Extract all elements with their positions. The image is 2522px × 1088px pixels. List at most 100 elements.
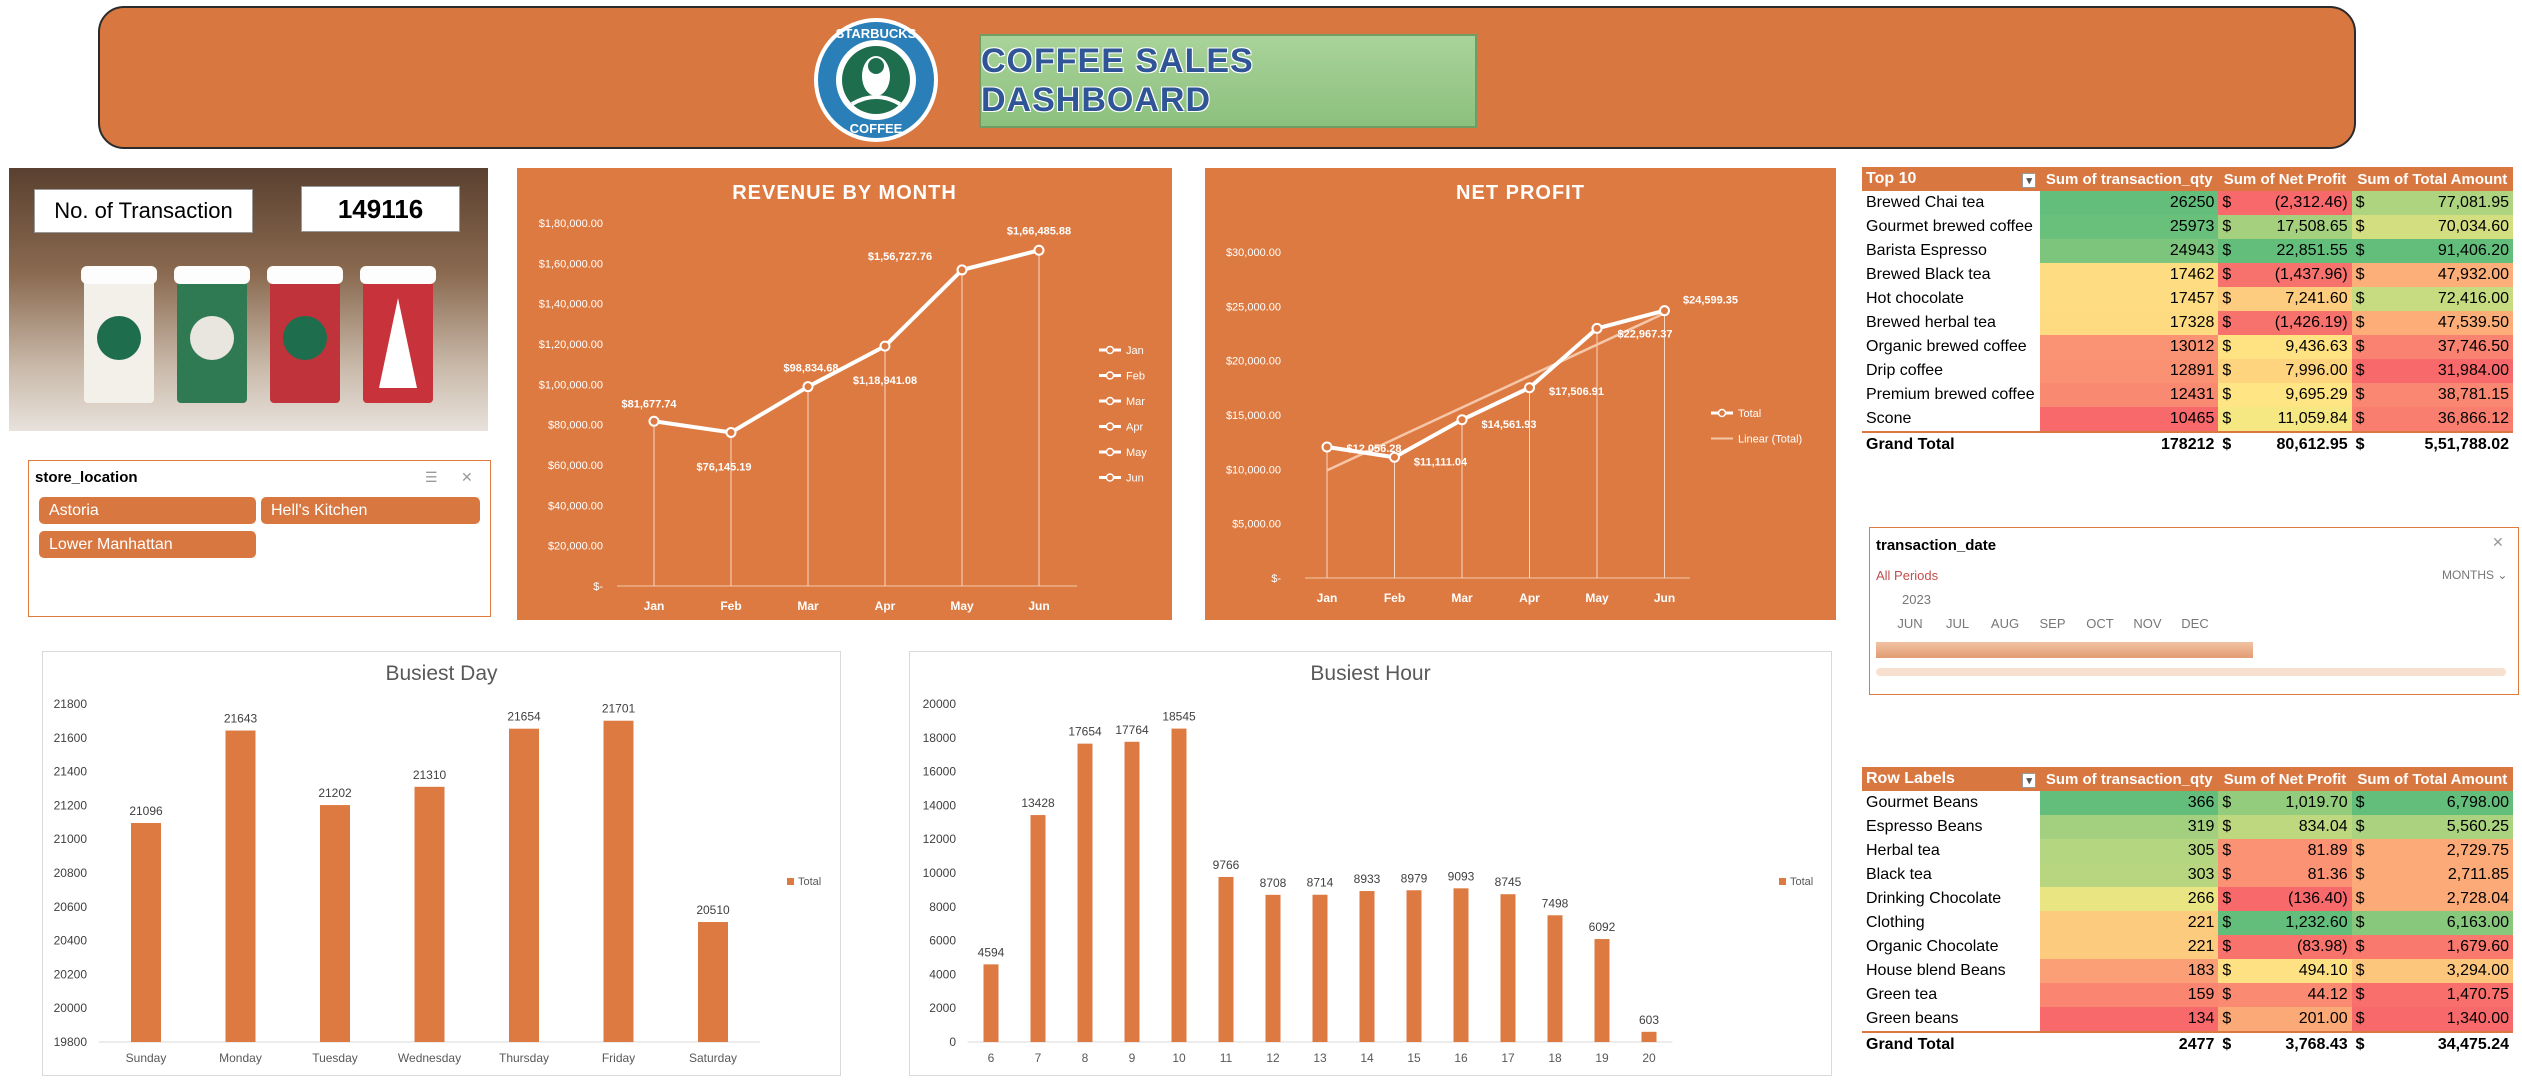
multi-select-icon[interactable]: ☰ [425,469,438,485]
data-label: 9093 [1448,869,1475,883]
bar [225,730,256,1042]
pivot-row-label: Organic brewed coffee [1866,338,2027,355]
y-tick-label: $20,000.00 [1226,356,1281,368]
pivot-row-label: Herbal tea [1866,842,1940,859]
pivot-column-header: Sum of transaction_qty [2040,767,2219,791]
timeline-level-dropdown[interactable]: MONTHS ⌄ [2442,568,2507,582]
y-tick-label: $5,000.00 [1232,519,1281,531]
timeline-month-label[interactable]: OCT [2086,616,2114,631]
pivot-amount-cell: 6,163.00 [2380,911,2513,935]
revenue-chart: $- $20,000.00 $40,000.00 $60,000.00 $80,000.… [539,218,1148,613]
pivot-qty-cell: 366 [2040,791,2219,815]
bar [1218,876,1234,1042]
timeline-month-label[interactable]: NOV [2133,616,2162,631]
slicer-item-lower-manhattan[interactable]: Lower Manhattan [39,531,256,558]
legend-label: Jun [1126,473,1144,485]
data-label: 9766 [1213,858,1240,872]
slicer-item-astoria[interactable]: Astoria [39,497,256,524]
pivot-row: Barista Espresso 24943 $22,851.55 $91,406.2… [1862,239,2513,263]
x-tick-label: Tuesday [312,1051,358,1065]
pivot-row-label: Grand Total [1862,1031,2040,1057]
pivot-profit-cell: (1,437.96) [2241,263,2352,287]
pivot-currency-symbol: $ [2218,887,2245,911]
legend-label: Jan [1126,345,1144,357]
pivot-amount-cell: 2,728.04 [2380,887,2513,911]
pivot-qty-cell: 303 [2040,863,2219,887]
data-label: $17,506.91 [1549,386,1604,398]
pivot-grand-total-row: Grand Total 2477 $3,768.43 $34,475.24 [1862,1031,2513,1057]
pivot-qty-cell: 12891 [2040,359,2219,383]
pivot-currency-symbol: $ [2218,431,2242,457]
pivot-profit-cell: 81.36 [2244,863,2352,887]
x-tick-label: 14 [1360,1051,1374,1065]
bar [1453,888,1469,1042]
y-tick-label: 20000 [923,697,957,711]
pivot-amount-cell: 1,340.00 [2380,1007,2513,1032]
pivot-qty-cell: 183 [2040,959,2219,983]
y-tick-label: 20400 [54,934,88,948]
clear-filter-icon[interactable]: ✕ [461,469,473,485]
data-point [1033,244,1045,256]
y-tick-label: 12000 [923,832,957,846]
pivot-currency-symbol: $ [2351,311,2377,335]
data-label: $1,18,941.08 [853,375,917,387]
pivot-row-label: Scone [1866,410,1912,427]
pivot-profit-cell: 22,851.55 [2241,239,2352,263]
timeline-month-label[interactable]: JUL [1945,616,1970,631]
pivot-row-label: Black tea [1866,866,1932,883]
data-point [648,415,660,427]
pivot-profit-cell: 44.12 [2244,983,2352,1007]
y-tick-label: 2000 [929,1001,956,1015]
y-tick-label: 16000 [923,765,957,779]
data-point [725,426,737,438]
pivot-qty-cell: 178212 [2040,431,2219,457]
data-label: $11,111.04 [1414,456,1468,468]
x-tick-label: Apr [875,599,896,613]
pivot-amount-cell: 31,984.00 [2376,359,2513,383]
pivot-column-header[interactable]: Row Labels ▾ [1862,767,2040,791]
pivot-row-label: Green tea [1866,986,1938,1003]
data-point [1389,451,1400,463]
y-tick-label: 0 [949,1035,956,1049]
y-tick-label: 18000 [923,731,957,745]
timeline-month-label[interactable]: AUG [1990,616,2020,631]
svg-text:STARBUCKS: STARBUCKS [836,26,917,41]
data-label: 6092 [1589,920,1616,934]
data-label: $1,66,485.88 [1007,225,1071,237]
pivot-column-header-label: Top 10 [1866,170,1917,187]
slicer-item-hells-kitchen[interactable]: Hell's Kitchen [261,497,480,524]
filter-dropdown-icon[interactable]: ▾ [2022,773,2036,788]
clear-filter-icon[interactable]: ✕ [2492,534,2504,550]
pivot-amount-cell: 1,679.60 [2380,935,2513,959]
pivot-qty-cell: 221 [2040,911,2219,935]
timeline-month-label[interactable]: SEP [2039,616,2066,631]
timeline-month-label[interactable]: JUN [1897,616,1923,631]
timeline-scrollbar[interactable] [1876,668,2506,676]
x-tick-label: Jun [1028,599,1049,613]
data-label: $98,834.68 [783,363,838,375]
bar [1171,728,1187,1042]
timeline-bar[interactable] [1876,642,2253,658]
pivot-currency-symbol: $ [2351,407,2377,432]
x-tick-label: Mar [797,599,819,613]
pivot-row: Hot chocolate 17457 $7,241.60 $72,416.00 [1862,287,2513,311]
legend-marker [1105,371,1115,380]
pivot-profit-cell: (2,312.46) [2241,191,2352,215]
data-point [1524,382,1535,394]
pivot-currency-symbol: $ [2351,983,2380,1007]
pivot-profit-cell: 201.00 [2244,1007,2352,1032]
timeline-month-label[interactable]: DEC [2181,616,2209,631]
busiest-hour-chart: 0 2000 4000 6000 8000 10000 12000 14000 16000 180… [923,697,1814,1065]
pivot-currency-symbol: $ [2218,287,2242,311]
pivot-amount-cell: 5,560.25 [2380,815,2513,839]
data-label: 8745 [1495,875,1522,889]
data-label: 8979 [1401,871,1428,885]
filter-dropdown-icon[interactable]: ▾ [2022,173,2036,188]
x-tick-label: Jan [644,599,665,613]
data-point [1456,414,1468,426]
pivot-column-header[interactable]: Top 10 ▾ [1862,167,2040,191]
bar [1547,915,1563,1042]
trendline [1326,312,1666,472]
y-tick-label: $1,80,000.00 [539,218,603,230]
y-tick-label: $- [593,581,603,593]
